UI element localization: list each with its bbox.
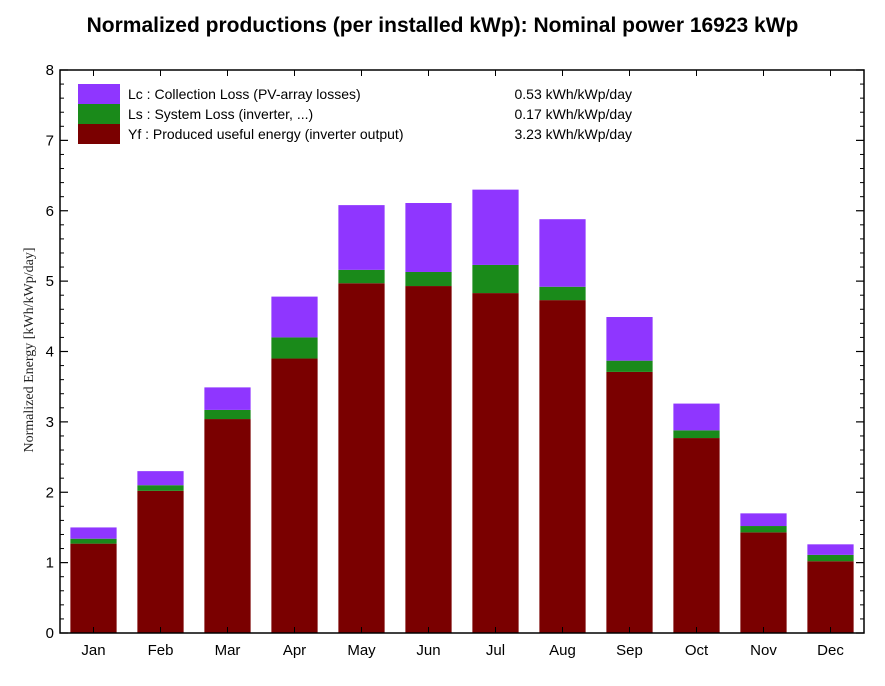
x-tick-label-jan: Jan [81, 642, 105, 659]
bar-lc-jul [472, 189, 519, 265]
bar-ls-jul [472, 264, 519, 294]
bar-yf-jun [405, 286, 452, 633]
y-tick-label-7: 7 [46, 132, 54, 149]
legend-value-lc: 0.53 kWh/kWp/day [515, 86, 633, 102]
bar-ls-apr [271, 337, 318, 359]
legend-label-ls: Ls : System Loss (inverter, ...) [128, 106, 313, 122]
y-tick-label-1: 1 [46, 555, 54, 572]
legend-value-ls: 0.17 kWh/kWp/day [515, 106, 633, 122]
x-tick-label-jul: Jul [486, 642, 505, 659]
bar-yf-may [338, 283, 385, 633]
x-tick-label-nov: Nov [750, 642, 777, 659]
bar-yf-dec [807, 561, 854, 633]
bar-lc-jun [405, 203, 452, 272]
bar-ls-feb [137, 485, 184, 491]
bar-yf-jan [70, 543, 117, 633]
y-tick-label-8: 8 [46, 62, 54, 79]
bar-lc-jan [70, 527, 117, 539]
bar-ls-dec [807, 554, 854, 562]
legend-swatch-lc [78, 84, 120, 104]
bar-yf-nov [740, 532, 787, 633]
bar-yf-feb [137, 490, 184, 633]
bar-yf-oct [673, 438, 720, 633]
x-tick-label-aug: Aug [549, 642, 576, 659]
bar-lc-feb [137, 471, 184, 486]
bar-yf-jul [472, 293, 519, 633]
legend-swatch-ls [78, 104, 120, 124]
bar-ls-nov [740, 526, 787, 533]
bar-lc-apr [271, 296, 318, 338]
x-tick-label-sep: Sep [616, 642, 643, 659]
y-tick-label-4: 4 [46, 344, 54, 361]
bar-ls-mar [204, 409, 251, 420]
bar-lc-aug [539, 219, 586, 287]
bar-ls-jan [70, 538, 117, 544]
y-tick-label-3: 3 [46, 414, 54, 431]
bar-yf-apr [271, 358, 318, 633]
legend-swatch-yf [78, 124, 120, 144]
bar-yf-sep [606, 371, 653, 633]
bar-yf-aug [539, 300, 586, 633]
chart-title: Normalized productions (per installed kW… [86, 14, 799, 37]
x-tick-label-feb: Feb [148, 642, 174, 659]
bar-yf-mar [204, 419, 251, 633]
bar-lc-may [338, 205, 385, 270]
x-tick-label-apr: Apr [283, 642, 306, 659]
legend-value-yf: 3.23 kWh/kWp/day [515, 126, 633, 142]
bar-ls-jun [405, 271, 452, 287]
bar-ls-sep [606, 360, 653, 372]
bar-ls-oct [673, 430, 720, 439]
legend-label-yf: Yf : Produced useful energy (inverter ou… [128, 126, 403, 142]
bar-ls-may [338, 269, 385, 284]
bar-lc-mar [204, 387, 251, 410]
bar-lc-dec [807, 544, 854, 555]
y-tick-label-2: 2 [46, 484, 54, 501]
y-tick-label-0: 0 [46, 625, 54, 642]
bar-lc-sep [606, 317, 653, 361]
x-tick-label-oct: Oct [685, 642, 709, 659]
y-tick-label-5: 5 [46, 273, 54, 290]
bar-ls-aug [539, 286, 586, 301]
x-tick-label-mar: Mar [215, 642, 241, 659]
x-tick-label-dec: Dec [817, 642, 844, 659]
x-tick-label-may: May [347, 642, 376, 659]
x-tick-label-jun: Jun [416, 642, 440, 659]
legend-label-lc: Lc : Collection Loss (PV-array losses) [128, 86, 361, 102]
bar-lc-oct [673, 403, 720, 431]
y-tick-label-6: 6 [46, 203, 54, 220]
bar-lc-nov [740, 513, 787, 527]
